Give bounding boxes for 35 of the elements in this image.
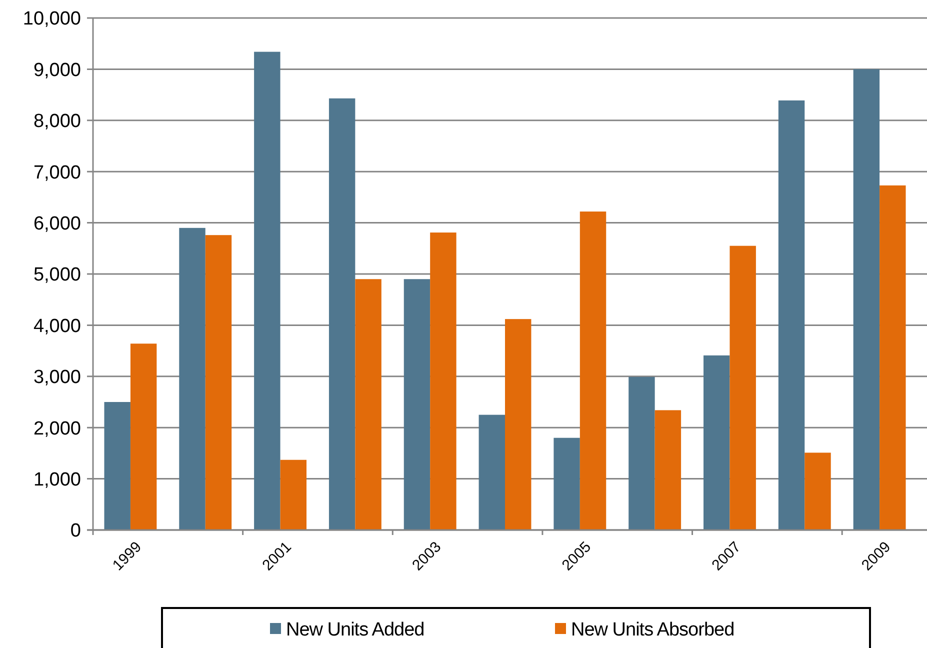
y-tick-label: 9,000 — [33, 60, 81, 81]
bar — [778, 100, 805, 530]
bar — [478, 414, 505, 530]
y-tick-label: 4,000 — [33, 316, 81, 337]
bar — [704, 355, 730, 530]
legend-label: New Units Absorbed — [571, 620, 734, 641]
bar — [104, 402, 130, 530]
y-tick-label: 3,000 — [33, 367, 81, 388]
bar — [254, 52, 280, 530]
bar — [430, 232, 456, 530]
bar — [853, 69, 880, 530]
bar — [328, 98, 356, 530]
y-tick-label: 1,000 — [33, 469, 81, 490]
bar — [554, 438, 580, 530]
bar — [205, 235, 232, 530]
y-tick-label: 10,000 — [22, 8, 81, 30]
bar — [804, 452, 831, 530]
bar — [654, 410, 682, 530]
y-tick-label: 8,000 — [33, 111, 81, 132]
bar — [730, 246, 756, 530]
y-tick-label: 2,000 — [33, 418, 81, 440]
y-tick-label: 0 — [70, 520, 81, 542]
bar — [355, 279, 382, 530]
bar — [280, 460, 306, 530]
y-tick-label: 6,000 — [33, 213, 81, 234]
bar — [505, 319, 532, 530]
legend-label: New Units Added — [286, 620, 424, 641]
bar — [880, 185, 906, 530]
y-tick-label: 5,000 — [33, 264, 81, 286]
y-tick-label: 7,000 — [33, 162, 81, 184]
bar — [130, 344, 157, 530]
bar — [628, 376, 655, 530]
bar — [404, 279, 430, 530]
bar — [580, 212, 606, 530]
bar — [179, 228, 206, 530]
